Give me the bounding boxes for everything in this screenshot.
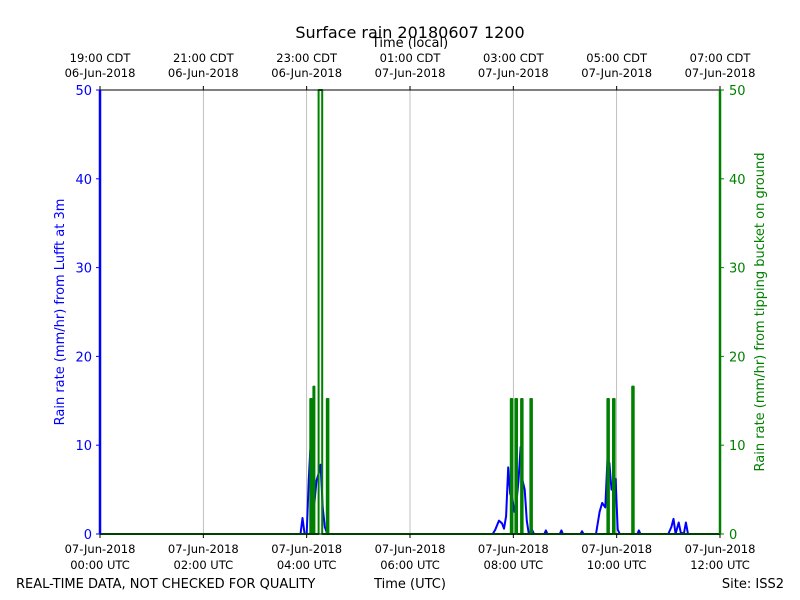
- left-tick-label: 50: [75, 84, 92, 99]
- axes: [96, 86, 724, 538]
- chart-title: Surface rain 20180607 1200: [295, 23, 524, 42]
- bottom-tick-time: 06:00 UTC: [380, 558, 440, 572]
- top-tick-date: 07-Jun-2018: [581, 66, 652, 80]
- right-tick-label: 30: [729, 262, 746, 277]
- bottom-tick-date: 07-Jun-2018: [478, 542, 549, 556]
- top-tick-time: 05:00 CDT: [586, 51, 648, 65]
- top-tick-date: 06-Jun-2018: [271, 66, 342, 80]
- right-axis-label: Rain rate (mm/hr) from tipping bucket on…: [753, 153, 768, 472]
- top-tick-date: 06-Jun-2018: [65, 66, 136, 80]
- bottom-tick-time: 00:00 UTC: [70, 558, 130, 572]
- bottom-tick-time: 02:00 UTC: [174, 558, 234, 572]
- right-tick-label: 10: [729, 439, 746, 454]
- left-tick-label: 10: [75, 439, 92, 454]
- site-label: Site: ISS2: [722, 577, 784, 592]
- top-tick-time: 21:00 CDT: [173, 51, 235, 65]
- bottom-tick-time: 04:00 UTC: [277, 558, 337, 572]
- top-tick-time: 03:00 CDT: [483, 51, 545, 65]
- bottom-tick-date: 07-Jun-2018: [65, 542, 136, 556]
- left-tick-label: 20: [75, 350, 92, 365]
- series-line-tipping-bucket-on-ground: [100, 89, 720, 535]
- right-tick-label: 50: [729, 84, 746, 99]
- bottom-tick-date: 07-Jun-2018: [581, 542, 652, 556]
- right-tick-label: 0: [729, 528, 737, 543]
- top-tick-date: 06-Jun-2018: [168, 66, 239, 80]
- top-tick-time: 23:00 CDT: [276, 51, 338, 65]
- tick-labels: 0 0 10 10 20 20 30 30 40 40 50 50 07-Jun-2018 00:00 U…: [65, 51, 756, 572]
- top-tick-date: 07-Jun-2018: [478, 66, 549, 80]
- bottom-tick-date: 07-Jun-2018: [375, 542, 446, 556]
- bottom-tick-date: 07-Jun-2018: [168, 542, 239, 556]
- top-tick-time: 07:00 CDT: [690, 51, 752, 65]
- top-tick-time: 19:00 CDT: [70, 51, 132, 65]
- bottom-tick-date: 07-Jun-2018: [685, 542, 756, 556]
- bottom-tick-time: 08:00 UTC: [484, 558, 544, 572]
- bottom-tick-date: 07-Jun-2018: [271, 542, 342, 556]
- top-tick-date: 07-Jun-2018: [375, 66, 446, 80]
- bottom-tick-time: 10:00 UTC: [587, 558, 647, 572]
- left-tick-label: 0: [84, 528, 92, 543]
- top-tick-time: 01:00 CDT: [380, 51, 442, 65]
- bottom-tick-time: 12:00 UTC: [690, 558, 750, 572]
- left-axis-label: Rain rate (mm/hr) from Lufft at 3m: [53, 199, 68, 426]
- left-tick-label: 40: [75, 173, 92, 188]
- right-tick-label: 20: [729, 350, 746, 365]
- quality-note: REAL-TIME DATA, NOT CHECKED FOR QUALITY: [16, 577, 315, 592]
- grid-lines: [202, 90, 618, 534]
- left-tick-label: 30: [75, 262, 92, 277]
- right-tick-label: 40: [729, 173, 746, 188]
- top-tick-date: 07-Jun-2018: [685, 66, 756, 80]
- bottom-axis-label: Time (UTC): [373, 577, 446, 592]
- top-axis-label: Time (local): [371, 36, 448, 51]
